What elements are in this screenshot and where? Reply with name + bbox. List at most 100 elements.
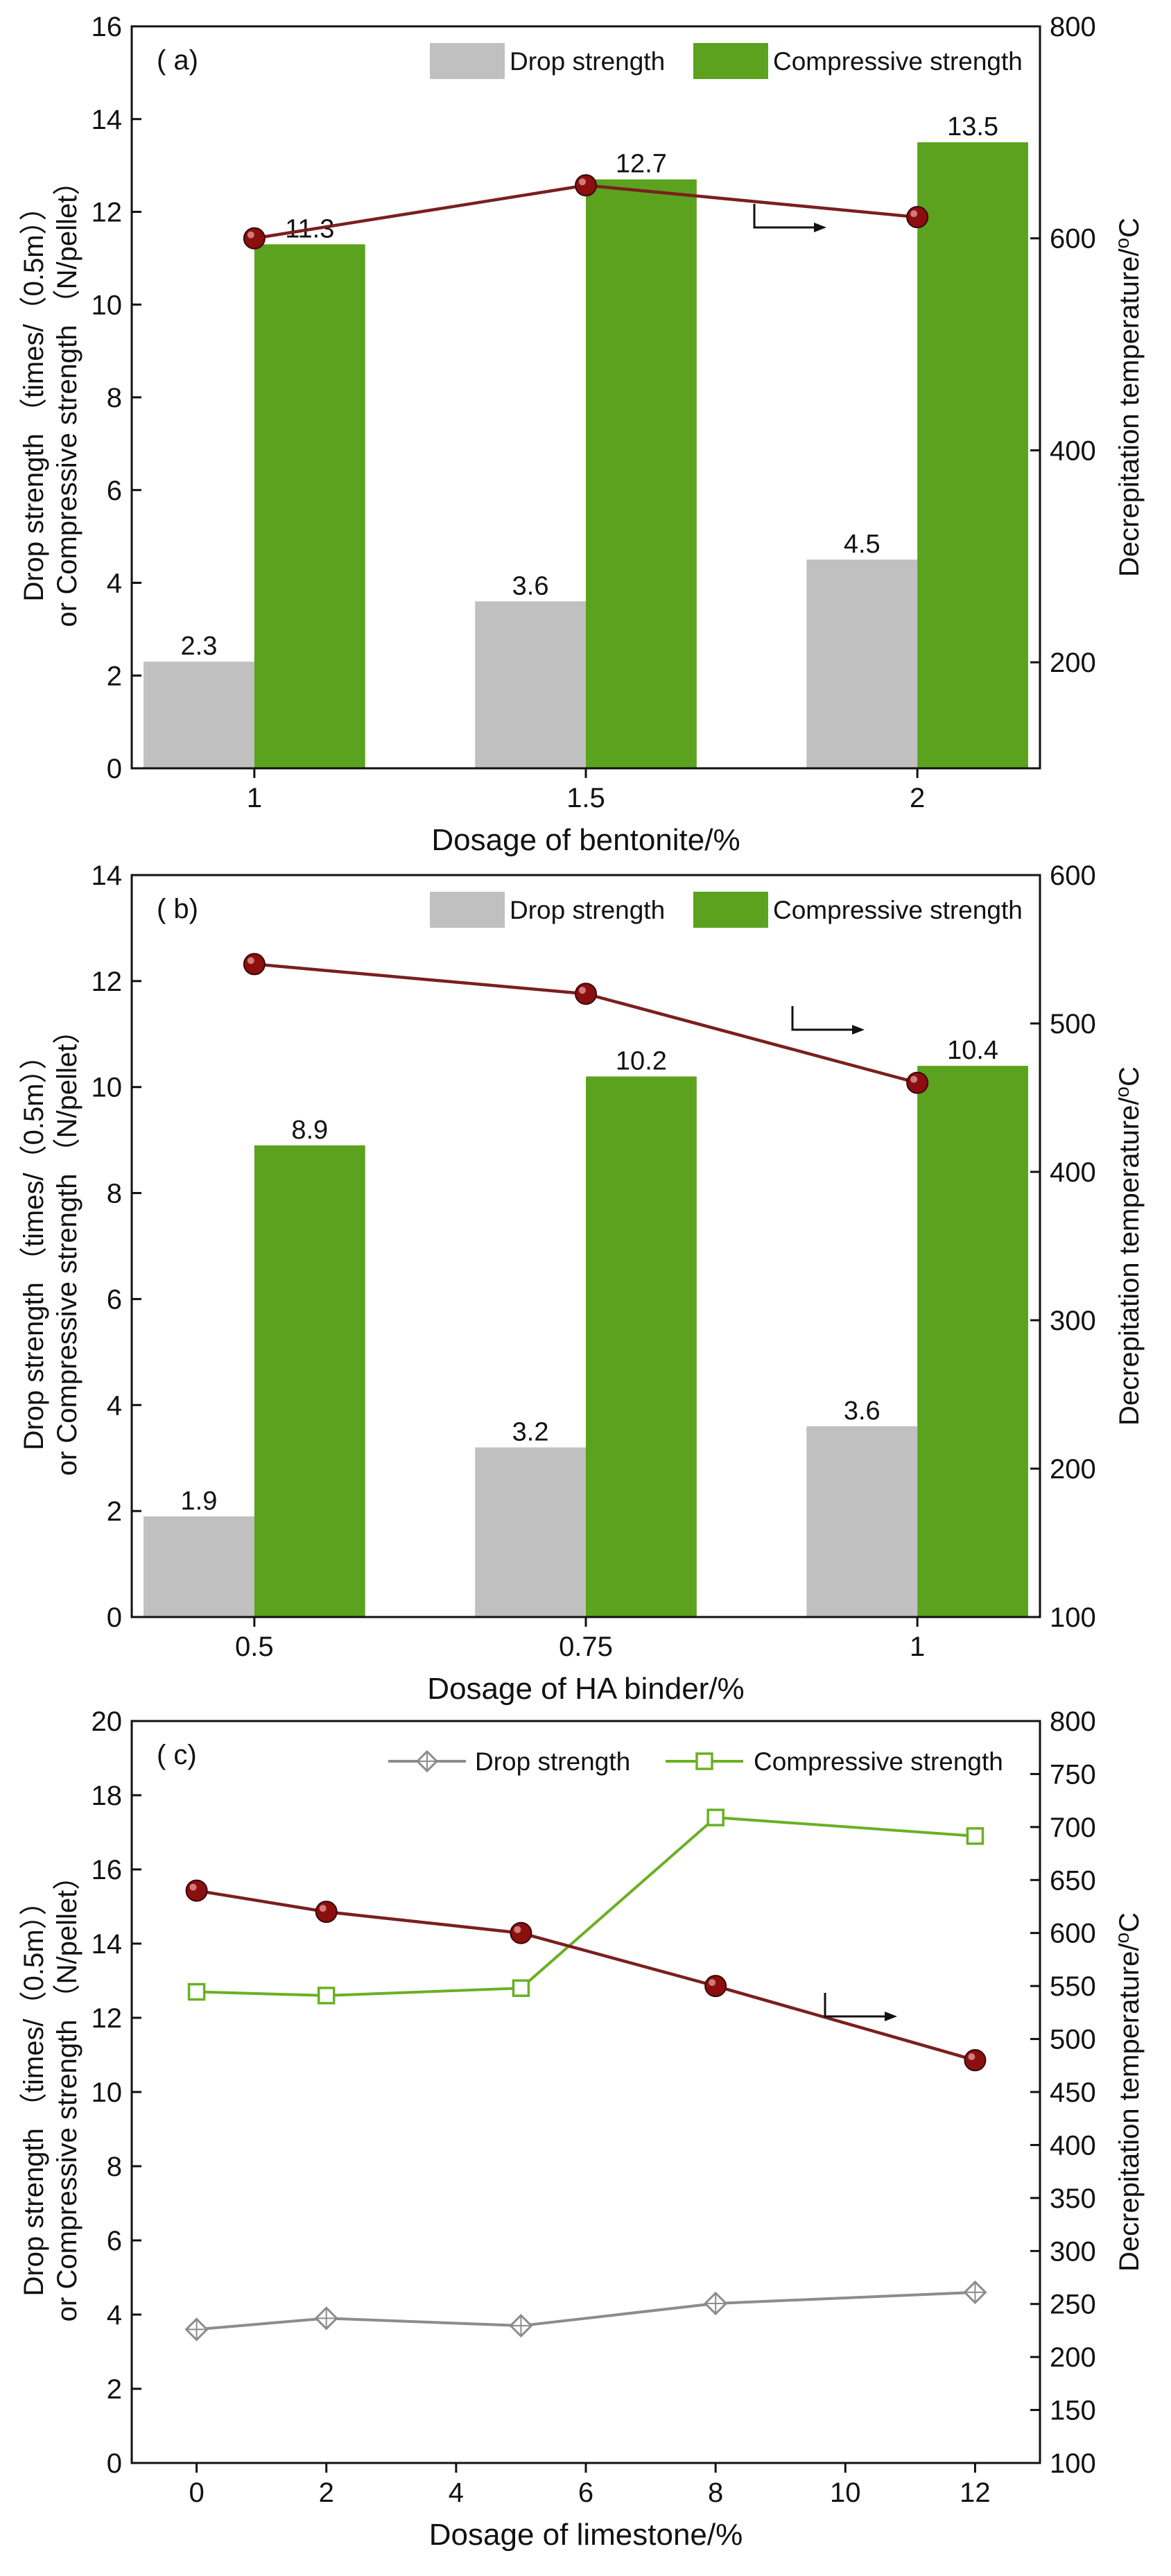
decrepitation-temperature-point-highlight bbox=[910, 1075, 918, 1083]
compressive-strength-point bbox=[187, 1982, 206, 2001]
y2-axis-title-degree: o bbox=[1111, 238, 1133, 249]
x-tick-label: 0 bbox=[189, 2478, 204, 2508]
y2-axis-title-text: Decrepitation temperature/ bbox=[1114, 1943, 1145, 2272]
decrepitation-temperature-point bbox=[243, 227, 266, 250]
decrepitation-temperature-point bbox=[964, 2049, 987, 2072]
y2-tick-label: 100 bbox=[1050, 1602, 1096, 1633]
y2-tick-label: 550 bbox=[1050, 1971, 1096, 2002]
y2-tick-label: 750 bbox=[1050, 1759, 1096, 1790]
drop-strength-bar bbox=[144, 1516, 254, 1617]
drop-strength-line bbox=[196, 2290, 975, 2331]
compressive-strength-label: 13.5 bbox=[947, 112, 998, 141]
y-tick-label: 0 bbox=[107, 1602, 122, 1633]
decrepitation-temperature-point-highlight bbox=[579, 178, 586, 186]
drop-strength-bar bbox=[144, 662, 254, 768]
x-tick-label: 12 bbox=[960, 2478, 991, 2508]
y-axis-title-line1: Drop strength （times/（0.5m）） bbox=[19, 193, 49, 601]
y-tick-label: 6 bbox=[107, 1284, 122, 1315]
y-tick-label: 12 bbox=[92, 2003, 123, 2034]
y2-axis-title: Decrepitation temperature/oC bbox=[1111, 1066, 1145, 1426]
compressive-strength-point bbox=[966, 1827, 984, 1845]
compressive-strength-bar bbox=[586, 179, 697, 768]
decrepitation-temperature-point-highlight bbox=[189, 1883, 197, 1891]
y-tick-label: 16 bbox=[92, 1855, 123, 1885]
x-tick-label: 1.5 bbox=[566, 783, 605, 813]
legend-label-drop: Drop strength bbox=[475, 1747, 630, 1776]
right-axis-arrow-head bbox=[814, 223, 826, 232]
y-tick-label: 8 bbox=[107, 2152, 122, 2182]
y-tick-label: 16 bbox=[92, 12, 123, 42]
y2-tick-label: 250 bbox=[1050, 2290, 1096, 2320]
decrepitation-temperature-point-highlight bbox=[709, 1979, 716, 1987]
y-tick-label: 4 bbox=[107, 569, 122, 599]
right-axis-arrow bbox=[791, 1006, 856, 1031]
y2-axis-title-unit: C bbox=[1114, 218, 1145, 238]
y2-tick-label: 600 bbox=[1050, 224, 1096, 254]
drop-strength-bar bbox=[475, 601, 586, 768]
y2-axis-title: Decrepitation temperature/oC bbox=[1111, 1912, 1145, 2272]
compressive-strength-point bbox=[512, 1979, 530, 1997]
decrepitation-temperature-point bbox=[315, 1901, 338, 1924]
plot-frame bbox=[130, 1720, 1041, 2464]
x-tick-label: 2 bbox=[319, 2478, 334, 2508]
x-tick-label: 8 bbox=[708, 2478, 723, 2508]
panel-label: ( c) bbox=[157, 1740, 197, 1770]
drop-strength-label: 2.3 bbox=[181, 632, 218, 661]
compressive-strength-label: 12.7 bbox=[616, 150, 667, 179]
panel-3: 0246810121416182010015020025030035040045… bbox=[19, 1706, 1145, 2552]
right-axis-arrow-head bbox=[885, 2012, 897, 2021]
decrepitation-temperature-point-highlight bbox=[579, 987, 586, 994]
y-tick-label: 0 bbox=[107, 754, 122, 784]
x-tick-label: 0.5 bbox=[235, 1632, 274, 1662]
y-tick-label: 4 bbox=[107, 1390, 122, 1421]
x-tick-label: 1 bbox=[910, 1632, 925, 1662]
decrepitation-temperature-point-highlight bbox=[247, 231, 254, 239]
y2-tick-label: 600 bbox=[1050, 1919, 1096, 1949]
compressive-strength-label: 10.4 bbox=[947, 1036, 998, 1065]
x-tick-label: 1 bbox=[247, 783, 262, 813]
decrepitation-temperature-point bbox=[243, 953, 266, 976]
x-tick-label: 2 bbox=[910, 783, 925, 813]
x-axis-title: Dosage of bentonite/% bbox=[431, 823, 740, 857]
y2-axis-title-unit: C bbox=[1114, 1912, 1145, 1933]
decrepitation-temperature-line bbox=[196, 1889, 976, 2062]
right-axis-arrow bbox=[824, 1993, 889, 2018]
decrepitation-temperature-line bbox=[254, 962, 918, 1084]
y2-tick-label: 500 bbox=[1050, 1009, 1096, 1039]
decrepitation-temperature-point bbox=[906, 1071, 929, 1094]
y2-tick-label: 400 bbox=[1050, 1157, 1096, 1188]
y-tick-label: 2 bbox=[107, 2374, 122, 2405]
y-axis-title-line2: or Compressive strength （N/pellet） bbox=[52, 1017, 83, 1476]
y-tick-label: 0 bbox=[107, 2448, 122, 2479]
compressive-strength-bar bbox=[917, 1066, 1028, 1617]
legend-label-compressive: Compressive strength bbox=[754, 1747, 1003, 1776]
y-tick-label: 18 bbox=[92, 1781, 123, 1811]
y2-tick-label: 100 bbox=[1050, 2448, 1096, 2479]
legend-marker-compressive bbox=[695, 1752, 713, 1770]
drop-strength-bar bbox=[475, 1447, 586, 1617]
x-axis-title: Dosage of limestone/% bbox=[429, 2518, 743, 2552]
x-tick-label: 6 bbox=[578, 2478, 593, 2508]
y2-axis-title-text: Decrepitation temperature/ bbox=[1114, 1097, 1145, 1426]
drop-strength-bar bbox=[806, 560, 918, 768]
drop-strength-bar bbox=[806, 1426, 918, 1617]
y2-tick-label: 200 bbox=[1050, 648, 1096, 678]
y2-axis-title-degree: o bbox=[1111, 1933, 1133, 1944]
right-axis-arrow bbox=[753, 204, 818, 229]
compressive-strength-bar bbox=[917, 142, 1028, 768]
legend-swatch-drop bbox=[430, 892, 505, 928]
compressive-strength-bar bbox=[254, 1145, 365, 1617]
y-tick-label: 6 bbox=[107, 2226, 122, 2256]
panel-label: ( b) bbox=[157, 894, 198, 924]
y-tick-label: 4 bbox=[107, 2300, 122, 2331]
legend-swatch-compressive bbox=[693, 892, 768, 928]
compressive-strength-line bbox=[196, 1816, 975, 1997]
decrepitation-temperature-point-highlight bbox=[910, 210, 918, 218]
y-tick-label: 14 bbox=[92, 1929, 123, 1960]
drop-strength-label: 3.2 bbox=[512, 1417, 549, 1446]
drop-strength-label: 4.5 bbox=[844, 530, 881, 559]
compressive-strength-label: 8.9 bbox=[291, 1116, 328, 1145]
decrepitation-temperature-point-highlight bbox=[319, 1905, 327, 1912]
legend-label-drop: Drop strength bbox=[510, 896, 665, 924]
compressive-strength-bar bbox=[254, 244, 365, 768]
